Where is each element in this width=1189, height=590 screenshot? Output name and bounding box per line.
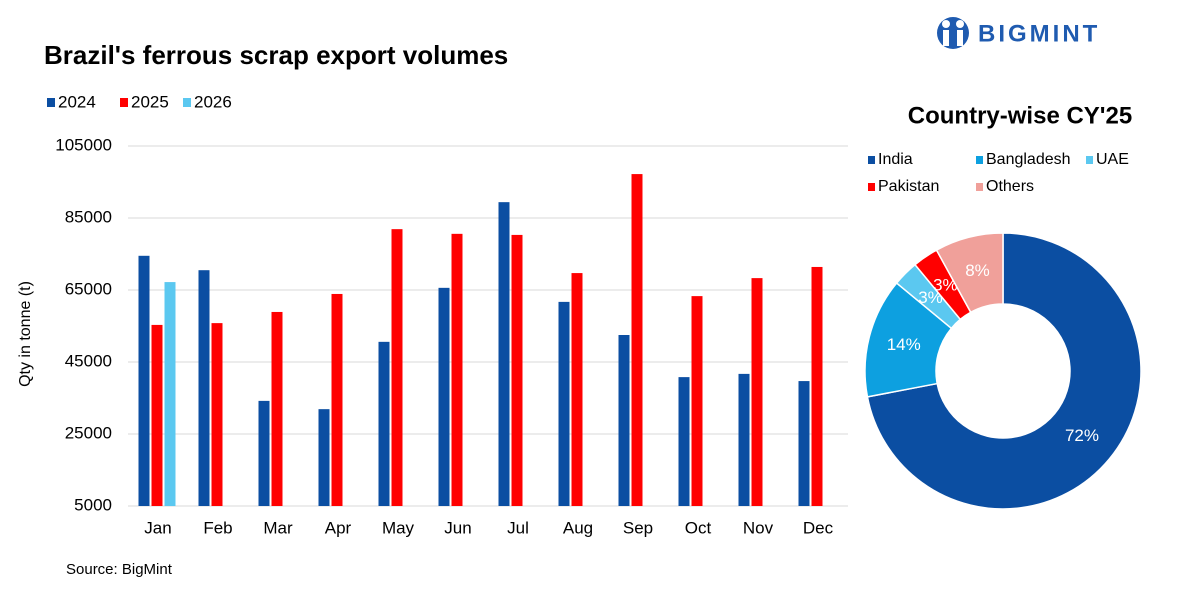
data-label: 14%: [887, 335, 921, 354]
x-tick-label: Aug: [563, 518, 593, 537]
y-tick-label: 5000: [74, 495, 112, 514]
data-label: 72%: [1065, 426, 1099, 445]
bar: [258, 400, 270, 506]
bar: [798, 381, 810, 506]
logo: BIGMINT: [978, 20, 1100, 47]
bar: [558, 301, 570, 506]
donut-title: Country-wise CY'25: [908, 102, 1132, 129]
bar: [164, 282, 176, 506]
bar: [438, 287, 450, 506]
y-tick-label: 45000: [65, 351, 112, 370]
bar: [211, 323, 223, 506]
bar: [738, 373, 750, 506]
legend-label: Pakistan: [878, 178, 939, 195]
legend-label: 2026: [194, 92, 232, 111]
data-label: 3%: [918, 288, 943, 307]
legend-label: Bangladesh: [986, 151, 1071, 168]
x-tick-label: Mar: [263, 518, 293, 537]
y-axis-label: Qty in tonne (t): [17, 281, 34, 387]
y-tick-label: 65000: [65, 279, 112, 298]
bar: [138, 255, 150, 506]
y-tick-label: 25000: [65, 423, 112, 442]
x-tick-label: Sep: [623, 518, 653, 537]
data-label: 3%: [933, 276, 958, 295]
bar: [331, 293, 343, 506]
bar: [378, 341, 390, 506]
bar: [151, 324, 163, 506]
bar: [618, 335, 630, 506]
bar: [498, 202, 510, 506]
x-tick-label: Feb: [203, 518, 232, 537]
bar: [198, 270, 210, 506]
legend-label: 2025: [131, 92, 169, 111]
x-tick-label: Jan: [144, 518, 171, 537]
source: Source: BigMint: [66, 561, 173, 578]
bar: [271, 311, 283, 506]
bar: [751, 278, 763, 506]
bar: [678, 377, 690, 506]
data-label: 8%: [965, 261, 990, 280]
legend-swatch: [976, 156, 983, 164]
legend-swatch: [183, 98, 191, 107]
bar: [631, 174, 643, 506]
chart-title: Brazil's ferrous scrap export volumes: [44, 40, 508, 70]
x-tick-label: Dec: [803, 518, 834, 537]
legend-label: 2024: [58, 92, 96, 111]
legend-swatch: [868, 183, 875, 191]
legend-swatch: [47, 98, 55, 107]
x-tick-label: May: [382, 518, 415, 537]
x-tick-label: Apr: [325, 518, 352, 537]
x-tick-label: Oct: [685, 518, 712, 537]
bar: [691, 296, 703, 506]
x-tick-label: Jun: [444, 518, 471, 537]
legend-label: UAE: [1096, 151, 1129, 168]
x-tick-label: Jul: [507, 518, 529, 537]
logo-icon: [937, 17, 969, 49]
legend-label: Others: [986, 178, 1034, 195]
legend-label: India: [878, 151, 913, 168]
donut-slice: [935, 232, 1004, 314]
legend-swatch: [868, 156, 875, 164]
bar: [318, 409, 330, 506]
bar: [451, 233, 463, 506]
bar: [511, 234, 523, 507]
donut-slice: [866, 232, 1142, 510]
x-tick-label: Nov: [743, 518, 774, 537]
y-tick-label: 105000: [55, 135, 112, 154]
legend-swatch: [976, 183, 983, 191]
bar: [571, 273, 583, 506]
bar: [811, 266, 823, 506]
bar: [391, 229, 403, 506]
y-tick-label: 85000: [65, 207, 112, 226]
legend-swatch: [120, 98, 128, 107]
legend-swatch: [1086, 156, 1093, 164]
